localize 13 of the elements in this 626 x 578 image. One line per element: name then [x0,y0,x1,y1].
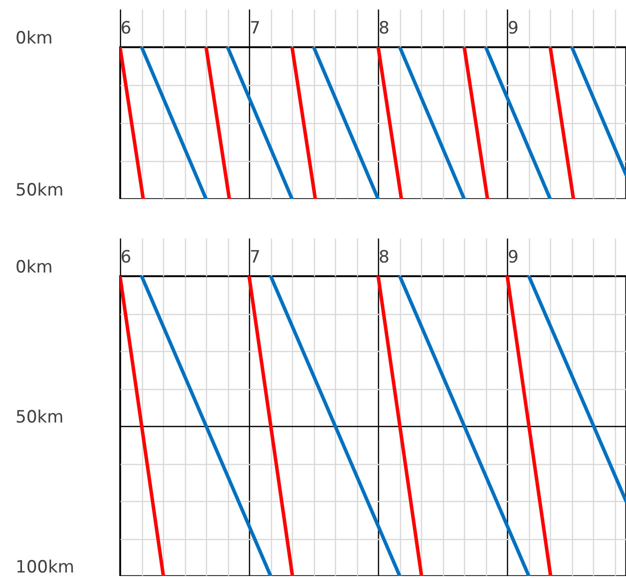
x-tick-label: 9 [508,248,519,268]
y-tick-label: 0km [16,28,53,48]
x-tick-label: 7 [250,248,260,268]
x-tick-label: 9 [508,18,519,38]
x-tick-label: 7 [250,18,260,38]
x-tick-label: 8 [378,248,390,268]
x-tick-label: 6 [120,18,132,38]
x-tick-label: 8 [378,18,390,38]
y-tick-label: 50km [16,408,64,428]
x-tick-label: 6 [120,248,132,268]
y-tick-label: 0km [16,258,53,278]
y-tick-label: 50km [16,180,64,200]
y-tick-label: 100km [16,558,74,578]
